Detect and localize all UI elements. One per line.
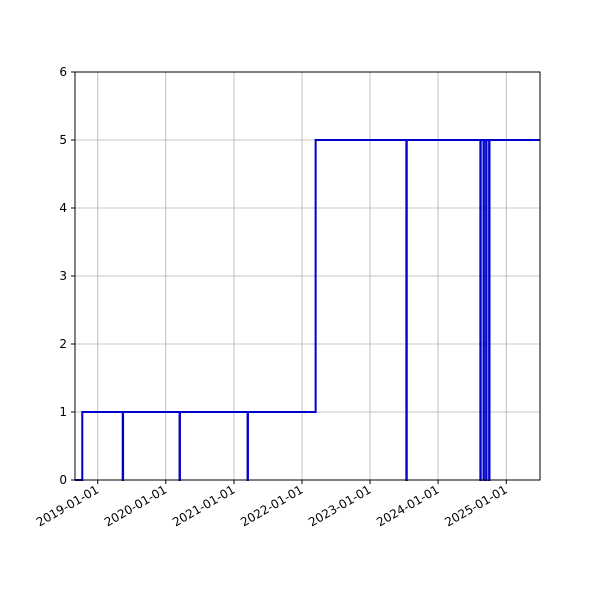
y-tick-label: 2 [59,337,67,351]
y-tick-label: 3 [59,269,67,283]
y-tick-label: 4 [59,201,67,215]
x-tick-label: 2020-01-01 [102,482,169,529]
x-tick-label: 2025-01-01 [442,482,509,529]
series-line [75,139,540,481]
axis-ticks [71,71,507,484]
y-tick-label: 6 [59,65,67,79]
x-tick-label: 2019-01-01 [34,482,101,529]
grid-lines [75,71,540,481]
x-tick-label: 2024-01-01 [374,482,441,529]
y-tick-label: 5 [59,133,67,147]
y-tick-label: 1 [59,405,67,419]
x-tick-label: 2022-01-01 [238,482,305,529]
y-tick-label: 0 [59,473,67,487]
x-tick-label: 2023-01-01 [306,482,373,529]
x-tick-label: 2021-01-01 [170,482,237,529]
